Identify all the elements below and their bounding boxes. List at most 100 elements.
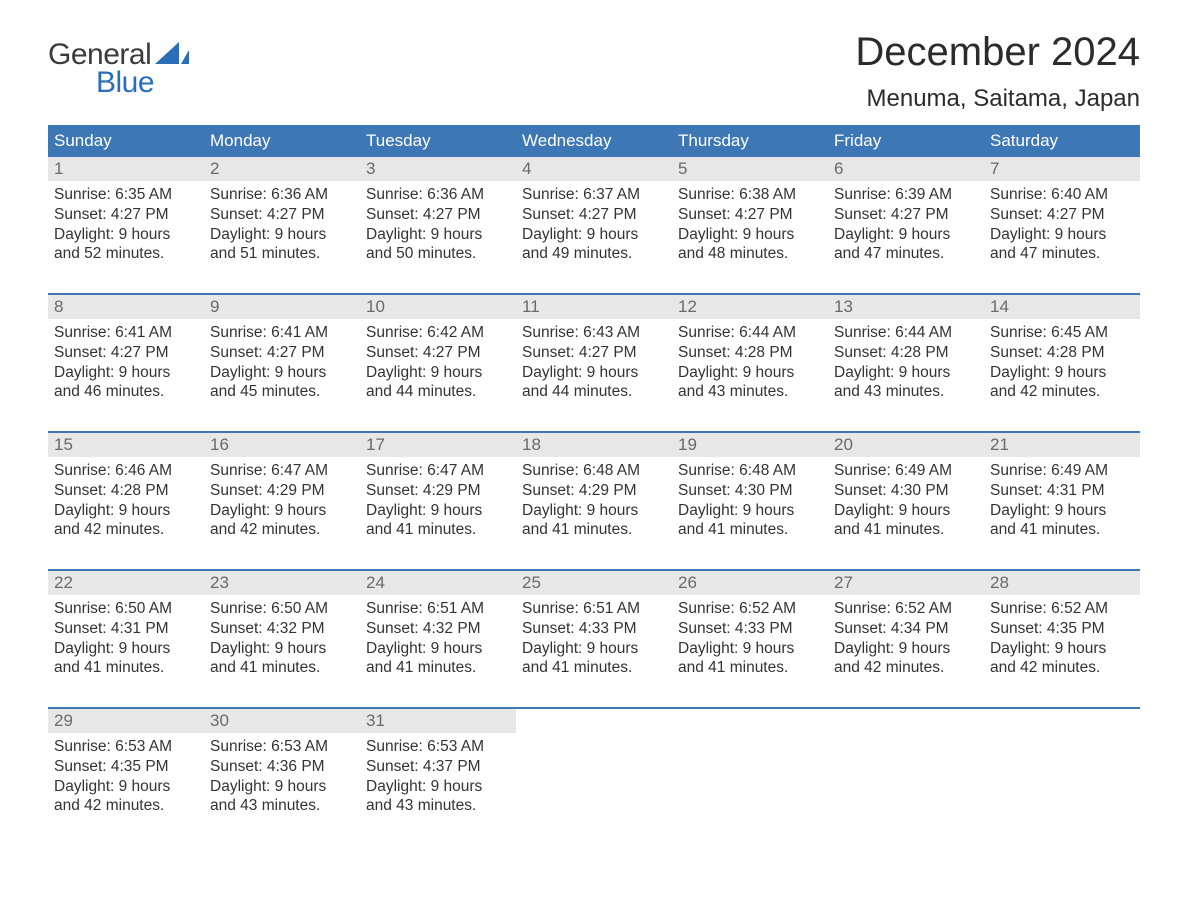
- day-body: Sunrise: 6:36 AMSunset: 4:27 PMDaylight:…: [360, 181, 516, 266]
- day-number: 27: [828, 571, 984, 595]
- calendar-day: 2Sunrise: 6:36 AMSunset: 4:27 PMDaylight…: [204, 157, 360, 275]
- daylight-text: Daylight: 9 hours and 42 minutes.: [990, 363, 1134, 403]
- calendar-day: [828, 709, 984, 827]
- sunset-text: Sunset: 4:28 PM: [834, 343, 978, 363]
- day-number: 20: [828, 433, 984, 457]
- page-header: General Blue December 2024 Menuma, Saita…: [48, 30, 1140, 113]
- day-body: Sunrise: 6:50 AMSunset: 4:31 PMDaylight:…: [48, 595, 204, 680]
- dow-header-cell: Monday: [204, 125, 360, 157]
- calendar-day: 22Sunrise: 6:50 AMSunset: 4:31 PMDayligh…: [48, 571, 204, 689]
- day-number: 23: [204, 571, 360, 595]
- day-number: 31: [360, 709, 516, 733]
- sunrise-text: Sunrise: 6:44 AM: [678, 323, 822, 343]
- calendar-day: 11Sunrise: 6:43 AMSunset: 4:27 PMDayligh…: [516, 295, 672, 413]
- sunrise-text: Sunrise: 6:53 AM: [210, 737, 354, 757]
- calendar-day: 19Sunrise: 6:48 AMSunset: 4:30 PMDayligh…: [672, 433, 828, 551]
- sunset-text: Sunset: 4:33 PM: [522, 619, 666, 639]
- sunrise-text: Sunrise: 6:36 AM: [210, 185, 354, 205]
- calendar: SundayMondayTuesdayWednesdayThursdayFrid…: [48, 125, 1140, 827]
- daylight-text: Daylight: 9 hours and 43 minutes.: [366, 777, 510, 817]
- calendar-day: 4Sunrise: 6:37 AMSunset: 4:27 PMDaylight…: [516, 157, 672, 275]
- calendar-day: 8Sunrise: 6:41 AMSunset: 4:27 PMDaylight…: [48, 295, 204, 413]
- calendar-week: 1Sunrise: 6:35 AMSunset: 4:27 PMDaylight…: [48, 157, 1140, 275]
- daylight-text: Daylight: 9 hours and 41 minutes.: [678, 639, 822, 679]
- sunset-text: Sunset: 4:28 PM: [54, 481, 198, 501]
- sunset-text: Sunset: 4:27 PM: [990, 205, 1134, 225]
- day-number: 16: [204, 433, 360, 457]
- sunset-text: Sunset: 4:27 PM: [366, 343, 510, 363]
- sunrise-text: Sunrise: 6:51 AM: [366, 599, 510, 619]
- daylight-text: Daylight: 9 hours and 42 minutes.: [54, 501, 198, 541]
- calendar-day: 24Sunrise: 6:51 AMSunset: 4:32 PMDayligh…: [360, 571, 516, 689]
- calendar-day: 31Sunrise: 6:53 AMSunset: 4:37 PMDayligh…: [360, 709, 516, 827]
- day-number: 13: [828, 295, 984, 319]
- daylight-text: Daylight: 9 hours and 41 minutes.: [522, 639, 666, 679]
- sunset-text: Sunset: 4:33 PM: [678, 619, 822, 639]
- dow-header-cell: Sunday: [48, 125, 204, 157]
- day-body: Sunrise: 6:44 AMSunset: 4:28 PMDaylight:…: [828, 319, 984, 404]
- title-block: December 2024 Menuma, Saitama, Japan: [855, 30, 1140, 113]
- day-body: Sunrise: 6:53 AMSunset: 4:36 PMDaylight:…: [204, 733, 360, 818]
- daylight-text: Daylight: 9 hours and 47 minutes.: [990, 225, 1134, 265]
- calendar-day: [984, 709, 1140, 827]
- daylight-text: Daylight: 9 hours and 50 minutes.: [366, 225, 510, 265]
- day-number: 28: [984, 571, 1140, 595]
- sunrise-text: Sunrise: 6:52 AM: [678, 599, 822, 619]
- sunset-text: Sunset: 4:27 PM: [522, 343, 666, 363]
- sunset-text: Sunset: 4:27 PM: [366, 205, 510, 225]
- daylight-text: Daylight: 9 hours and 47 minutes.: [834, 225, 978, 265]
- calendar-day: 25Sunrise: 6:51 AMSunset: 4:33 PMDayligh…: [516, 571, 672, 689]
- sunset-text: Sunset: 4:30 PM: [678, 481, 822, 501]
- logo-word-blue: Blue: [48, 66, 189, 100]
- day-body: Sunrise: 6:41 AMSunset: 4:27 PMDaylight:…: [204, 319, 360, 404]
- day-number: 6: [828, 157, 984, 181]
- sunset-text: Sunset: 4:28 PM: [678, 343, 822, 363]
- day-number: 5: [672, 157, 828, 181]
- daylight-text: Daylight: 9 hours and 48 minutes.: [678, 225, 822, 265]
- day-body: Sunrise: 6:45 AMSunset: 4:28 PMDaylight:…: [984, 319, 1140, 404]
- dow-header-cell: Saturday: [984, 125, 1140, 157]
- calendar-day: 6Sunrise: 6:39 AMSunset: 4:27 PMDaylight…: [828, 157, 984, 275]
- sunrise-text: Sunrise: 6:50 AM: [210, 599, 354, 619]
- day-body: Sunrise: 6:41 AMSunset: 4:27 PMDaylight:…: [48, 319, 204, 404]
- day-body: Sunrise: 6:49 AMSunset: 4:31 PMDaylight:…: [984, 457, 1140, 542]
- day-number: 8: [48, 295, 204, 319]
- sunrise-text: Sunrise: 6:44 AM: [834, 323, 978, 343]
- sunset-text: Sunset: 4:34 PM: [834, 619, 978, 639]
- day-body: Sunrise: 6:39 AMSunset: 4:27 PMDaylight:…: [828, 181, 984, 266]
- sunrise-text: Sunrise: 6:41 AM: [210, 323, 354, 343]
- day-number: 14: [984, 295, 1140, 319]
- day-body: Sunrise: 6:52 AMSunset: 4:34 PMDaylight:…: [828, 595, 984, 680]
- daylight-text: Daylight: 9 hours and 49 minutes.: [522, 225, 666, 265]
- day-number: 21: [984, 433, 1140, 457]
- day-number: 2: [204, 157, 360, 181]
- sunrise-text: Sunrise: 6:53 AM: [54, 737, 198, 757]
- sunrise-text: Sunrise: 6:45 AM: [990, 323, 1134, 343]
- sunrise-text: Sunrise: 6:52 AM: [990, 599, 1134, 619]
- calendar-week: 22Sunrise: 6:50 AMSunset: 4:31 PMDayligh…: [48, 569, 1140, 689]
- calendar-day: 28Sunrise: 6:52 AMSunset: 4:35 PMDayligh…: [984, 571, 1140, 689]
- day-body: Sunrise: 6:40 AMSunset: 4:27 PMDaylight:…: [984, 181, 1140, 266]
- day-number: 25: [516, 571, 672, 595]
- logo: General Blue: [48, 30, 189, 100]
- day-number: 19: [672, 433, 828, 457]
- calendar-day: 23Sunrise: 6:50 AMSunset: 4:32 PMDayligh…: [204, 571, 360, 689]
- sunset-text: Sunset: 4:28 PM: [990, 343, 1134, 363]
- day-body: Sunrise: 6:35 AMSunset: 4:27 PMDaylight:…: [48, 181, 204, 266]
- day-body: Sunrise: 6:52 AMSunset: 4:35 PMDaylight:…: [984, 595, 1140, 680]
- sunrise-text: Sunrise: 6:37 AM: [522, 185, 666, 205]
- calendar-day: 1Sunrise: 6:35 AMSunset: 4:27 PMDaylight…: [48, 157, 204, 275]
- dow-header-cell: Tuesday: [360, 125, 516, 157]
- sunset-text: Sunset: 4:29 PM: [522, 481, 666, 501]
- calendar-day: 29Sunrise: 6:53 AMSunset: 4:35 PMDayligh…: [48, 709, 204, 827]
- day-body: Sunrise: 6:37 AMSunset: 4:27 PMDaylight:…: [516, 181, 672, 266]
- sunrise-text: Sunrise: 6:50 AM: [54, 599, 198, 619]
- daylight-text: Daylight: 9 hours and 42 minutes.: [54, 777, 198, 817]
- day-body: Sunrise: 6:42 AMSunset: 4:27 PMDaylight:…: [360, 319, 516, 404]
- day-body: Sunrise: 6:44 AMSunset: 4:28 PMDaylight:…: [672, 319, 828, 404]
- calendar-day: 14Sunrise: 6:45 AMSunset: 4:28 PMDayligh…: [984, 295, 1140, 413]
- day-number: 1: [48, 157, 204, 181]
- dow-header-cell: Friday: [828, 125, 984, 157]
- sunrise-text: Sunrise: 6:38 AM: [678, 185, 822, 205]
- calendar-week: 8Sunrise: 6:41 AMSunset: 4:27 PMDaylight…: [48, 293, 1140, 413]
